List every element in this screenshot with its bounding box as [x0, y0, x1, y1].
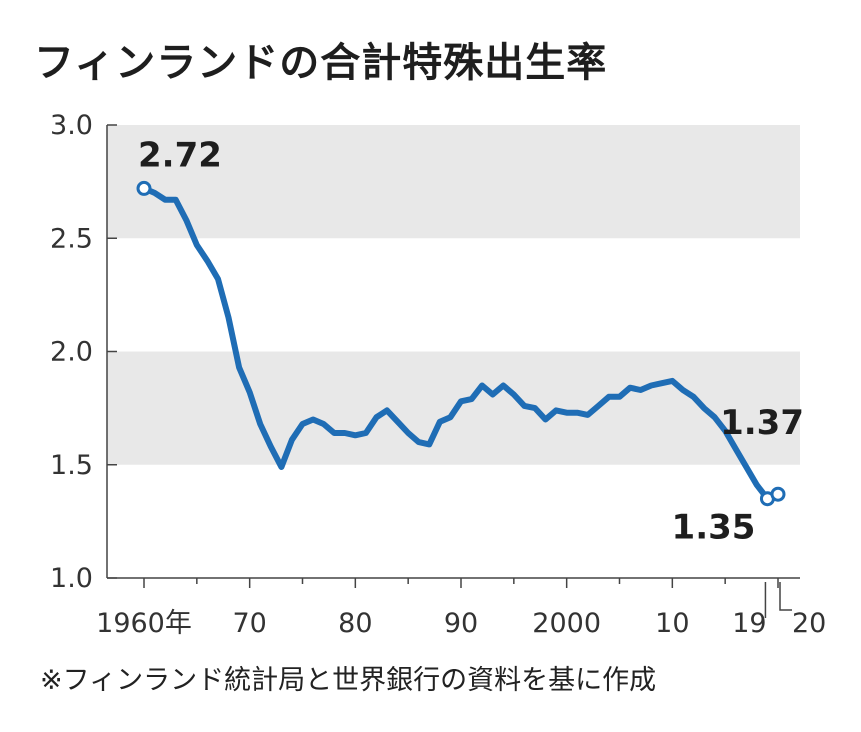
- source-note: ※フィンランド統計局と世界銀行の資料を基に作成: [40, 665, 657, 696]
- x-tick-label: 90: [444, 608, 478, 639]
- y-tick-label: 1.0: [50, 563, 93, 594]
- x-tick-label: 70: [232, 608, 266, 639]
- data-label: 2.72: [138, 135, 222, 175]
- x-tick-label: 80: [338, 608, 372, 639]
- x-tick-label: 20: [792, 608, 826, 639]
- y-tick-label: 1.5: [50, 450, 93, 481]
- data-label: 1.37: [720, 403, 804, 443]
- x-tick-label: 2000: [532, 608, 601, 639]
- data-point-marker: [136, 180, 152, 196]
- x-tick-label: 10: [655, 608, 689, 639]
- grid-band: [107, 125, 800, 239]
- y-tick-label: 2.0: [50, 337, 93, 368]
- y-tick-label: 3.0: [50, 110, 93, 141]
- data-label: 1.35: [672, 508, 756, 548]
- series-line: [141, 185, 781, 502]
- chart-title: フィンランドの合計特殊出生率: [34, 40, 608, 86]
- x-tick-label: 19: [732, 608, 766, 639]
- x-tick-leader: [779, 582, 792, 611]
- data-point-marker: [770, 486, 786, 502]
- x-tick-label: 1960年: [96, 608, 192, 639]
- y-tick-label: 2.5: [50, 223, 93, 254]
